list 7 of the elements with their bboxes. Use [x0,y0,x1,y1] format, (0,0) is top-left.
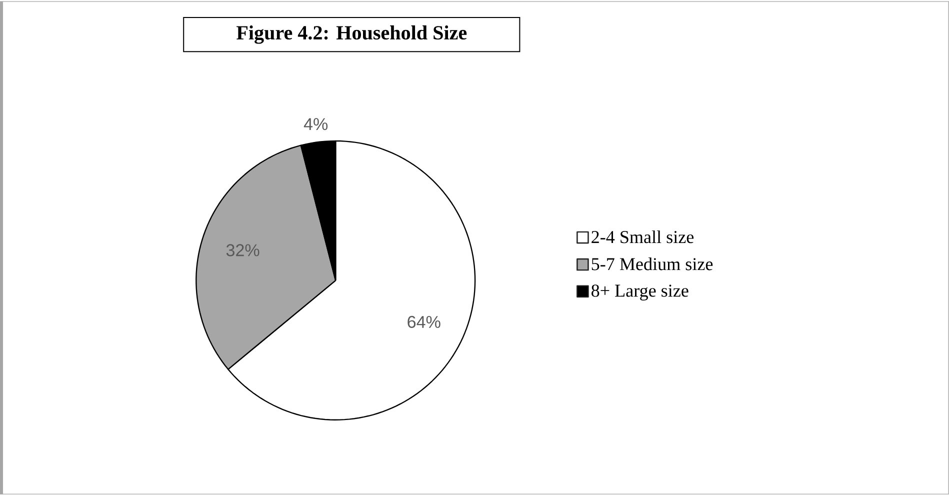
legend-label: 8+ Large size [592,284,688,301]
chart-title: Figure 4.2: Household Size [236,26,467,44]
data-label: 32% [226,244,260,256]
data-label: 64% [408,316,440,328]
legend-label: 2-4 Small size [592,230,694,244]
legend-label: 5-7 Medium size [592,258,713,270]
data-label: 4% [304,118,328,130]
